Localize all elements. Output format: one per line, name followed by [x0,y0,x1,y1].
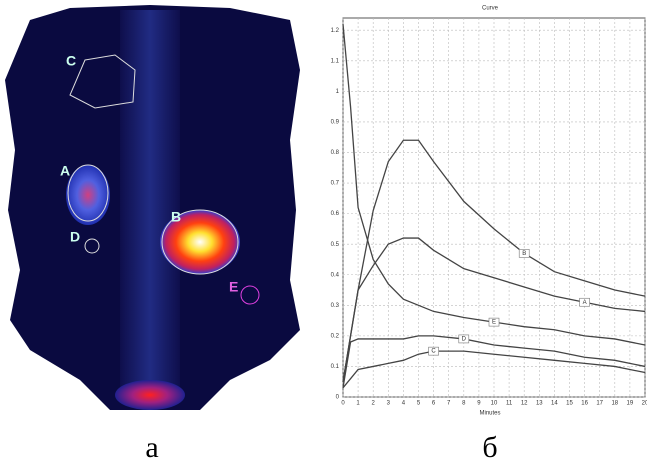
y-tick-label: 0 [336,395,340,401]
x-tick-label: 8 [462,401,466,407]
legend-box [579,297,590,307]
x-tick-label: 11 [506,401,513,407]
line [342,24,646,346]
x-tick-label: 17 [596,401,603,407]
x-tick-label: 16 [581,401,588,407]
y-tick-label: 1.1 [331,58,340,64]
scan-image: C A D B E [5,5,300,410]
roi-label: C [66,53,76,69]
y-tick-label: 0.5 [331,242,340,248]
x-tick-label: 9 [477,401,481,407]
caption: б [482,431,497,464]
legend-label: C [431,349,436,355]
x-tick-label: 7 [447,401,451,407]
x-tick-label: 20 [642,401,647,407]
y-tick-label: 0.1 [331,364,340,370]
x-tick-label: 18 [611,401,618,407]
legend-label: B [522,251,526,257]
line [342,335,646,388]
y-tick-label: 0.2 [331,333,340,339]
x-tick-label: 10 [491,401,498,407]
legend-label: D [462,337,467,343]
x-tick-label: 3 [387,401,391,407]
x-axis-label: Minutes [479,411,500,417]
x-tick-label: 1 [356,401,360,407]
y-tick-label: 0.9 [331,119,340,125]
y-tick-label: 0.8 [331,150,340,156]
legend-box [428,346,439,356]
x-tick-label: 0 [341,401,345,407]
x-tick-label: 2 [372,401,376,407]
y-tick-label: 1.2 [331,28,340,34]
y-tick-label: 0.3 [331,303,340,309]
x-tick-label: 5 [417,401,421,407]
y-tick-label: 0.7 [331,181,340,187]
legend-label: E [492,320,496,326]
y-tick-label: 0.4 [331,272,340,278]
x-tick-label: 12 [521,401,528,407]
legend-box [488,317,500,327]
legend-box [458,334,470,344]
chart-title: Curve [482,6,499,12]
x-tick-label: 13 [536,401,543,407]
x-tick-label: 6 [432,401,436,407]
line [342,139,646,382]
y-tick-label: 1 [336,89,340,95]
x-tick-label: 19 [627,401,634,407]
x-tick-label: 14 [551,401,558,407]
x-tick-label: 4 [402,401,406,407]
roi-label: E [229,279,238,295]
legend-box [518,249,530,258]
roi-label: D [70,229,80,245]
line [342,237,646,382]
caption: а [145,431,158,464]
roi-label: A [60,163,70,179]
x-tick-label: 15 [566,401,573,407]
roi-label: B [171,209,181,225]
legend-label: A [583,300,587,306]
y-tick-label: 0.6 [331,211,340,217]
